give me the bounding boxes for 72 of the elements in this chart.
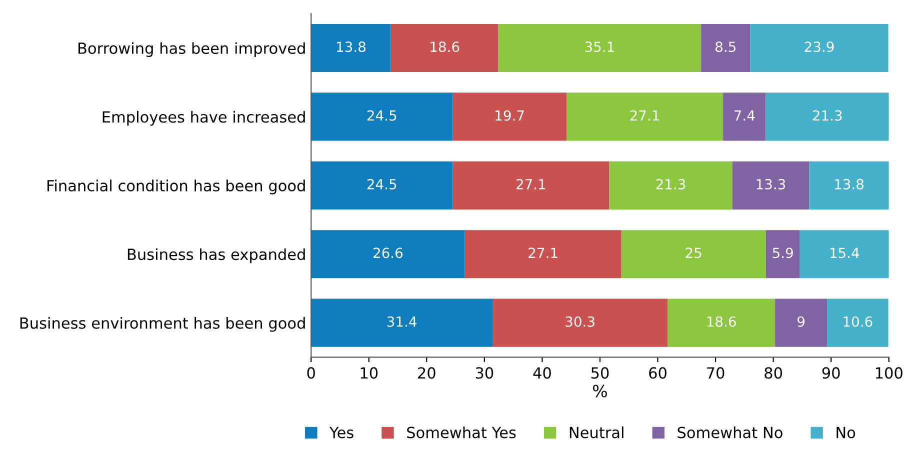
data-label: 24.5 bbox=[367, 178, 396, 190]
x-tick-label: 20 bbox=[418, 367, 436, 379]
data-label: 10.6 bbox=[844, 316, 872, 327]
legend-label: Somewhat No bbox=[678, 426, 782, 438]
data-label: 35.1 bbox=[585, 42, 614, 52]
bar bbox=[621, 230, 766, 278]
data-label: 18.6 bbox=[430, 42, 460, 52]
data-label: 27.1 bbox=[630, 110, 659, 121]
bar bbox=[732, 161, 810, 210]
x-tick-label: 10 bbox=[360, 367, 378, 379]
x-tick-label: 70 bbox=[707, 367, 724, 379]
data-label: 13.8 bbox=[337, 42, 366, 52]
bar bbox=[566, 92, 724, 141]
bar bbox=[452, 92, 566, 141]
x-tick-label: 40 bbox=[533, 367, 551, 379]
y-tick-label: Financial condition has been good bbox=[47, 180, 305, 194]
bar bbox=[464, 230, 622, 278]
bar bbox=[775, 298, 828, 347]
data-label: 26.6 bbox=[374, 248, 403, 258]
data-label: 13.8 bbox=[835, 178, 864, 190]
data-label: 7.4 bbox=[734, 110, 755, 121]
data-label: 27.1 bbox=[528, 248, 558, 258]
bar bbox=[668, 298, 776, 347]
data-label: 31.4 bbox=[387, 316, 416, 327]
x-tick-label: 0 bbox=[307, 367, 315, 379]
bar bbox=[311, 92, 453, 141]
bar bbox=[311, 24, 391, 72]
bar bbox=[723, 92, 766, 141]
data-label: 15.4 bbox=[830, 248, 860, 258]
data-label: 21.3 bbox=[812, 110, 842, 121]
bar bbox=[766, 230, 800, 278]
data-label: 18.6 bbox=[707, 316, 736, 327]
y-tick-label: Borrowing has been improved bbox=[78, 42, 305, 57]
data-label: 24.5 bbox=[367, 110, 396, 121]
legend-label: Yes bbox=[329, 426, 354, 438]
legend-label: No bbox=[836, 426, 856, 438]
data-label: 8.5 bbox=[716, 42, 736, 52]
bar bbox=[498, 24, 702, 72]
x-tick-label: 60 bbox=[649, 367, 666, 379]
bar bbox=[800, 230, 889, 278]
bar bbox=[452, 161, 610, 210]
data-label: 30.3 bbox=[566, 316, 594, 327]
x-tick-label: 50 bbox=[591, 367, 609, 379]
x-tick-label: 80 bbox=[764, 367, 782, 379]
data-label: 27.1 bbox=[516, 178, 546, 190]
y-tick-label: Employees have increased bbox=[102, 110, 305, 126]
data-label: 9 bbox=[797, 316, 804, 327]
bar bbox=[492, 298, 668, 347]
legend-label: Somewhat Yes bbox=[407, 426, 516, 438]
bar bbox=[390, 24, 498, 72]
x-axis-title: % bbox=[592, 384, 607, 398]
bar bbox=[701, 24, 750, 72]
x-tick-label: 100 bbox=[876, 367, 902, 379]
y-tick-label: Business has expanded bbox=[128, 248, 305, 264]
bar bbox=[827, 298, 888, 347]
bar bbox=[750, 24, 888, 72]
bar bbox=[311, 230, 465, 278]
data-label: 25 bbox=[686, 248, 702, 258]
data-label: 19.7 bbox=[496, 110, 524, 121]
bar bbox=[609, 161, 732, 210]
x-tick-label: 30 bbox=[476, 367, 494, 379]
bar bbox=[311, 298, 493, 347]
data-label: 21.3 bbox=[656, 178, 686, 190]
data-label: 23.9 bbox=[804, 42, 834, 52]
bar bbox=[766, 92, 889, 141]
legend-label: Neutral bbox=[570, 426, 624, 438]
data-label: 5.9 bbox=[772, 248, 793, 258]
bar bbox=[809, 161, 889, 210]
bar bbox=[311, 161, 453, 210]
x-tick-label: 90 bbox=[822, 367, 840, 379]
data-label: 13.3 bbox=[756, 178, 786, 190]
y-tick-label: Business environment has been good bbox=[20, 317, 305, 332]
